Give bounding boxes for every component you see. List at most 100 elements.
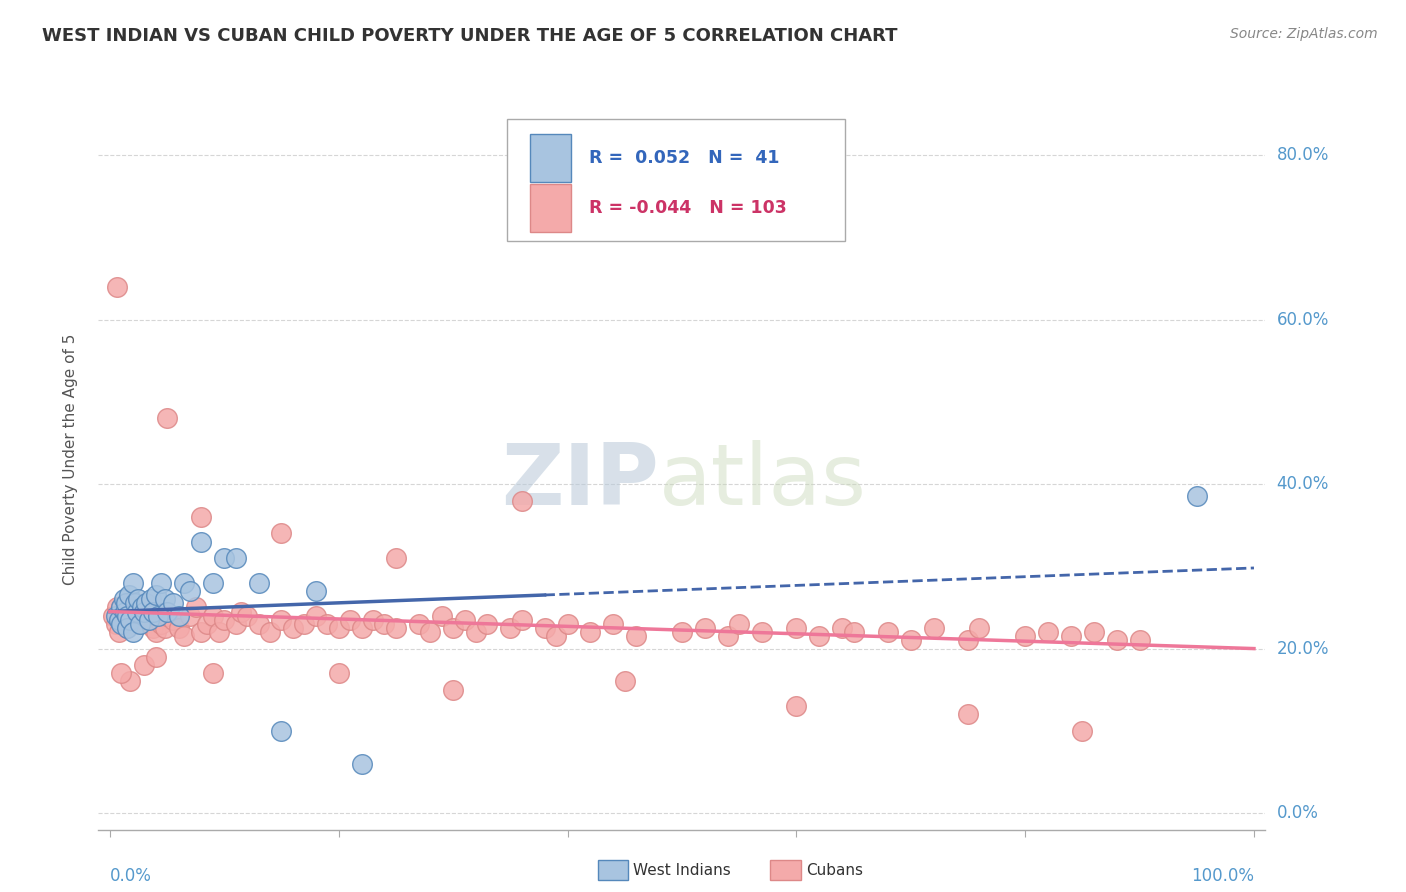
Point <box>201 575 224 590</box>
Text: 40.0%: 40.0% <box>1277 475 1329 493</box>
Point <box>131 605 153 619</box>
Point <box>162 596 184 610</box>
Point <box>112 592 135 607</box>
Text: 60.0%: 60.0% <box>1277 310 1329 328</box>
Point <box>139 613 162 627</box>
Point <box>139 592 162 607</box>
Point <box>104 608 127 623</box>
Text: 0.0%: 0.0% <box>1277 804 1319 822</box>
Point <box>104 616 127 631</box>
Point <box>120 613 142 627</box>
Point <box>579 625 602 640</box>
Point <box>441 621 464 635</box>
Point <box>231 605 253 619</box>
Point <box>120 608 142 623</box>
Point <box>1128 633 1150 648</box>
Point <box>373 616 395 631</box>
Text: R = -0.044   N = 103: R = -0.044 N = 103 <box>589 199 786 217</box>
Point <box>146 605 169 619</box>
Point <box>114 605 136 619</box>
Point <box>225 551 247 566</box>
Point <box>142 621 165 635</box>
Point <box>247 575 270 590</box>
Point <box>956 707 979 722</box>
Text: West Indians: West Indians <box>633 863 731 878</box>
Point <box>190 625 212 640</box>
Point <box>131 600 153 615</box>
Point <box>153 592 176 607</box>
Point <box>121 575 143 590</box>
Point <box>156 605 179 619</box>
Point <box>121 616 143 631</box>
Point <box>602 616 624 631</box>
Point <box>613 674 636 689</box>
Point <box>128 616 150 631</box>
Point <box>751 625 773 640</box>
Point <box>105 600 128 615</box>
Point <box>1083 625 1105 640</box>
Point <box>510 613 533 627</box>
Point <box>108 625 131 640</box>
Point <box>134 613 156 627</box>
Point <box>350 756 373 771</box>
Point <box>419 625 441 640</box>
Point <box>453 613 475 627</box>
Point <box>150 616 173 631</box>
Text: 0.0%: 0.0% <box>110 867 152 885</box>
Point <box>441 682 464 697</box>
Point <box>167 621 190 635</box>
Point <box>247 616 270 631</box>
Point <box>145 588 167 602</box>
Point <box>385 551 408 566</box>
Point <box>328 621 350 635</box>
Point <box>190 534 212 549</box>
Point <box>118 588 141 602</box>
Point <box>173 629 195 643</box>
Point <box>112 613 135 627</box>
Point <box>108 608 131 623</box>
Point <box>173 575 195 590</box>
Text: ZIP: ZIP <box>501 440 658 523</box>
Point <box>969 621 991 635</box>
Point <box>128 616 150 631</box>
Text: Source: ZipAtlas.com: Source: ZipAtlas.com <box>1230 27 1378 41</box>
Point <box>236 608 259 623</box>
Point <box>142 605 165 619</box>
Point <box>153 621 176 635</box>
Text: WEST INDIAN VS CUBAN CHILD POVERTY UNDER THE AGE OF 5 CORRELATION CHART: WEST INDIAN VS CUBAN CHILD POVERTY UNDER… <box>42 27 897 45</box>
Point <box>350 621 373 635</box>
Point <box>110 600 132 615</box>
Point <box>876 625 898 640</box>
Point <box>195 616 218 631</box>
Point <box>842 625 865 640</box>
Point <box>281 621 304 635</box>
Point <box>135 596 157 610</box>
Point <box>305 608 328 623</box>
Text: atlas: atlas <box>658 440 866 523</box>
Point <box>115 596 138 610</box>
Point <box>259 625 281 640</box>
Point <box>214 551 236 566</box>
Point <box>190 510 212 524</box>
Y-axis label: Child Poverty Under the Age of 5: Child Poverty Under the Age of 5 <box>63 334 77 585</box>
Text: R =  0.052   N =  41: R = 0.052 N = 41 <box>589 149 779 167</box>
Point <box>922 621 945 635</box>
Point <box>292 616 315 631</box>
Point <box>114 605 136 619</box>
Point <box>557 616 579 631</box>
Text: 100.0%: 100.0% <box>1191 867 1254 885</box>
Text: Cubans: Cubans <box>806 863 863 878</box>
Point <box>145 625 167 640</box>
Point <box>385 621 408 635</box>
Point <box>1060 629 1083 643</box>
Point <box>1036 625 1059 640</box>
Bar <box>530 134 571 182</box>
Point <box>124 600 146 615</box>
Point <box>110 616 132 631</box>
Point <box>808 629 831 643</box>
Point <box>544 629 567 643</box>
Point <box>135 605 157 619</box>
Point <box>477 616 499 631</box>
Text: 20.0%: 20.0% <box>1277 640 1329 657</box>
Point <box>956 633 979 648</box>
